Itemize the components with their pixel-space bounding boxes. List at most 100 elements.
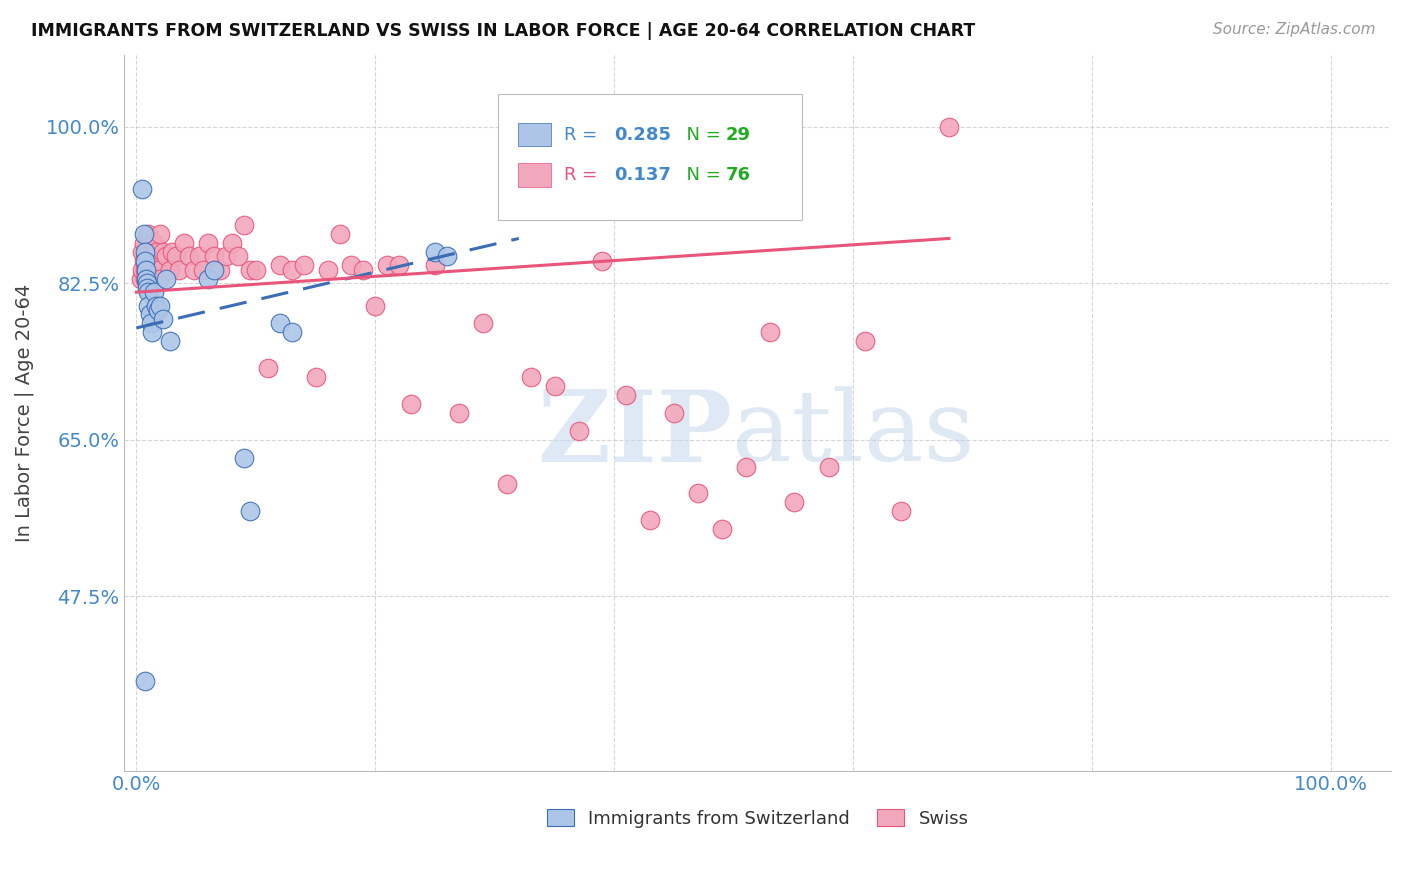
Point (135, 249, 157, 263)
Point (132, 253, 155, 268)
Point (818, 459, 841, 474)
Y-axis label: In Labor Force | Age 20-64: In Labor Force | Age 20-64 (15, 284, 35, 542)
Point (143, 235, 166, 250)
Point (193, 262, 215, 277)
Point (134, 262, 156, 277)
Point (132, 235, 155, 250)
Text: Source: ZipAtlas.com: Source: ZipAtlas.com (1212, 22, 1375, 37)
Point (141, 249, 163, 263)
Text: N =: N = (675, 166, 727, 184)
Point (257, 361, 280, 376)
Point (145, 253, 167, 268)
Point (145, 299, 167, 313)
Point (853, 334, 876, 349)
Point (734, 459, 756, 474)
Point (138, 299, 160, 313)
Point (233, 218, 256, 232)
Point (134, 244, 156, 259)
Point (145, 244, 167, 259)
Point (155, 249, 177, 263)
Point (281, 262, 304, 277)
Point (138, 262, 160, 277)
Point (423, 244, 446, 259)
Point (686, 486, 709, 500)
Text: 76: 76 (725, 166, 751, 184)
Text: R =: R = (564, 127, 603, 145)
Point (221, 235, 243, 250)
Point (131, 182, 153, 196)
Point (591, 253, 613, 268)
Point (177, 249, 200, 263)
Point (209, 262, 232, 277)
Point (136, 271, 159, 285)
Point (938, 120, 960, 134)
Point (139, 317, 162, 331)
Point (567, 424, 589, 438)
Point (245, 262, 267, 277)
Point (132, 227, 155, 241)
Point (758, 326, 780, 340)
Point (152, 244, 174, 259)
FancyBboxPatch shape (519, 163, 551, 186)
Point (662, 406, 685, 420)
Point (614, 388, 637, 402)
Point (543, 379, 565, 393)
Point (159, 334, 181, 349)
Point (149, 299, 172, 313)
Point (134, 674, 156, 689)
Point (423, 258, 446, 272)
Point (281, 326, 304, 340)
Point (239, 262, 262, 277)
Point (471, 317, 494, 331)
Point (173, 235, 195, 250)
Text: 0.285: 0.285 (614, 127, 672, 145)
Text: IMMIGRANTS FROM SWITZERLAND VS SWISS IN LABOR FORCE | AGE 20-64 CORRELATION CHAR: IMMIGRANTS FROM SWITZERLAND VS SWISS IN … (31, 22, 976, 40)
Point (233, 450, 256, 465)
Point (316, 262, 339, 277)
Point (269, 317, 291, 331)
Point (364, 299, 387, 313)
Point (269, 258, 291, 272)
Point (388, 258, 411, 272)
Text: atlas: atlas (733, 386, 976, 483)
Point (187, 249, 209, 263)
Point (519, 370, 541, 384)
Point (183, 262, 205, 277)
Point (139, 262, 162, 277)
Point (135, 271, 157, 285)
Point (131, 244, 153, 259)
Point (149, 227, 172, 241)
Point (135, 262, 157, 277)
Point (152, 312, 174, 326)
Point (165, 249, 187, 263)
Point (638, 513, 661, 527)
Point (352, 262, 374, 277)
Text: 0.137: 0.137 (614, 166, 672, 184)
Point (375, 258, 398, 272)
Text: ZIP: ZIP (537, 386, 733, 483)
Point (141, 326, 163, 340)
Point (146, 303, 169, 318)
Text: R =: R = (564, 166, 603, 184)
Point (136, 280, 159, 294)
Point (197, 271, 219, 285)
Point (239, 504, 262, 518)
Text: N =: N = (675, 127, 727, 145)
Point (155, 271, 177, 285)
Point (782, 495, 804, 509)
Point (447, 406, 470, 420)
Point (138, 285, 160, 300)
Point (146, 262, 169, 277)
Point (138, 253, 160, 268)
Point (202, 262, 225, 277)
Point (890, 504, 912, 518)
Legend: Immigrants from Switzerland, Swiss: Immigrants from Switzerland, Swiss (540, 802, 976, 835)
Point (138, 308, 160, 322)
Point (710, 522, 733, 536)
Point (215, 249, 238, 263)
Point (340, 258, 363, 272)
Point (142, 271, 165, 285)
Point (136, 276, 159, 290)
Point (143, 285, 166, 300)
Point (129, 271, 152, 285)
